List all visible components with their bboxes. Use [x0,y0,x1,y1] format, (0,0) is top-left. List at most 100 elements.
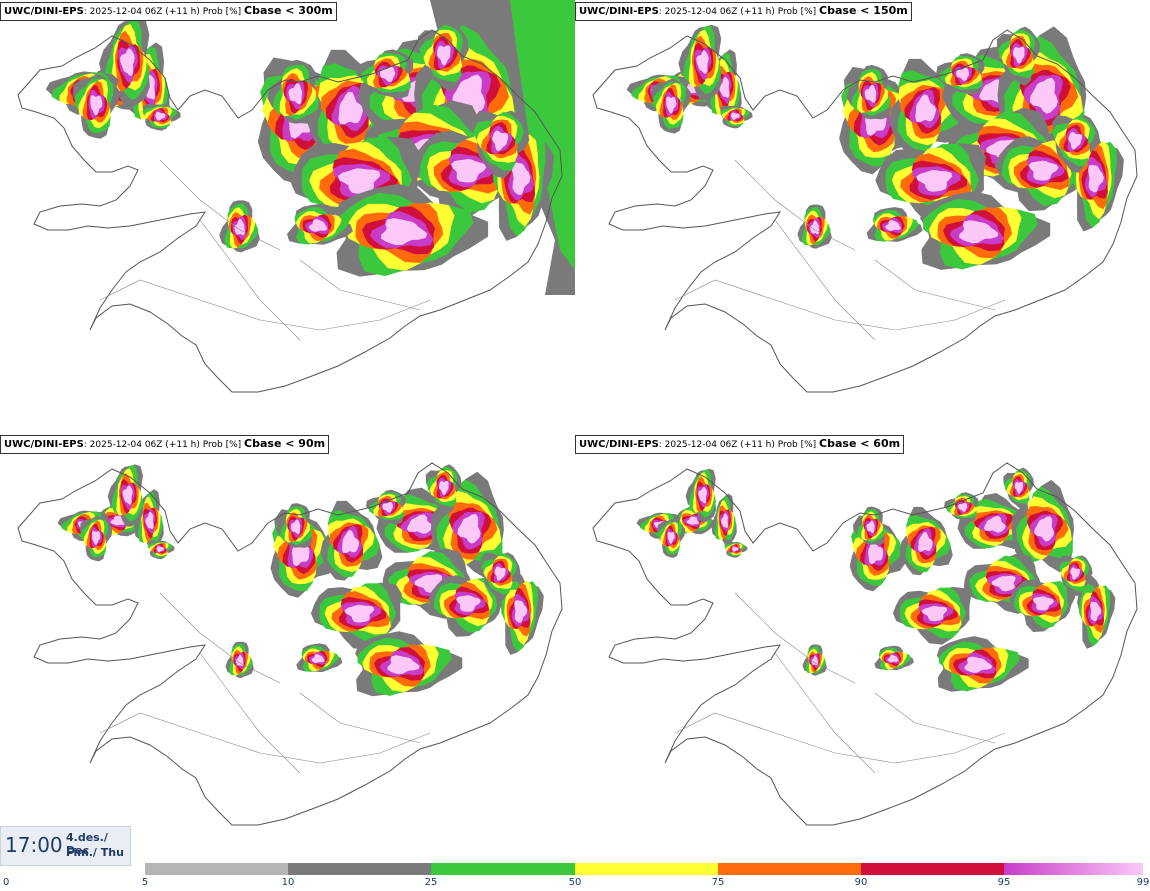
panel-title: UWC/DINI-EPS: 2025-12-04 06Z (+11 h) Pro… [575,435,905,454]
probability-contour [382,501,393,513]
map-canvas [17,0,575,393]
probability-contour [457,514,481,544]
offshore-cloud-core [510,0,575,270]
parameter-label: Cbase < 300m [244,4,333,17]
road-line [99,279,431,331]
probability-contour [341,530,359,554]
valid-time-box: 17:00 4.des./ Dec Fim./ Thu [0,826,131,866]
road-line [199,219,301,341]
valid-time-clock: 17:00 [5,833,63,857]
colorbar-tick-label: 10 [281,877,295,888]
probability-contour [915,94,936,123]
colorbar-swatch [1004,863,1143,875]
colorbar-tick-label: 50 [568,877,582,888]
probability-contour [451,159,487,183]
probability-contour [887,654,899,663]
probability-field [57,464,544,697]
probability-contour [494,566,506,581]
probability-contour [696,50,709,74]
probability-contour [956,67,970,81]
road-line [299,692,421,744]
probability-contour [145,511,154,530]
model-name: UWC/DINI-EPS [579,439,659,450]
coastline [17,462,563,826]
colorbar-swatch [718,863,861,875]
probability-contour [1013,46,1025,64]
probability-contour [1088,164,1104,193]
panel-title: UWC/DINI-EPS: 2025-12-04 06Z (+11 h) Pro… [575,2,912,21]
probability-contour [344,604,375,623]
probability-contour [1028,160,1059,181]
road-line [159,592,281,684]
valid-date-line2: Fim./ Thu [66,846,124,859]
probability-contour [719,76,730,98]
probability-contour [311,654,325,664]
road-line [674,279,1006,331]
probability-contour [387,655,420,675]
probability-contour [90,95,103,116]
map-panel-300m: UWC/DINI-EPS: 2025-12-04 06Z (+11 h) Pro… [0,0,575,430]
colorbar-swatch [431,863,575,875]
colorbar-swatch [575,863,718,875]
probability-contour [437,45,451,66]
probability-contour [983,516,1006,533]
map-canvas [592,24,1138,393]
map-panel-90m: UWC/DINI-EPS: 2025-12-04 06Z (+11 h) Pro… [0,433,575,863]
road-line [874,692,996,744]
probability-contour [514,600,528,623]
panel-title: UWC/DINI-EPS: 2025-12-04 06Z (+11 h) Pro… [0,2,337,21]
parameter-label: Cbase < 60m [819,437,901,450]
run-info: : 2025-12-04 06Z (+11 h) Prob [%] [83,440,242,450]
road-line [734,159,856,251]
probability-contour [380,66,396,83]
probability-contour [155,111,166,121]
colorbar-tick-label: 75 [711,877,725,888]
probability-contour [236,654,244,667]
valid-date-line1: 4.des./ Dec [66,831,108,857]
run-info: : 2025-12-04 06Z (+11 h) Prob [%] [658,7,817,17]
probability-contour [721,513,729,528]
colorbar-swatch [861,863,1004,875]
probability-contour [492,130,509,152]
probability-contour [885,220,901,231]
road-line [99,712,431,764]
probability-contour [667,531,675,544]
probability-contour [511,162,531,195]
probability-contour [288,83,303,104]
colorbar-swatch [145,863,288,875]
probability-contour [732,546,739,552]
probability-contour [864,85,877,103]
colorbar-tick-label: 5 [141,877,149,888]
run-info: : 2025-12-04 06Z (+11 h) Prob [%] [658,440,817,450]
map-panel-150m: UWC/DINI-EPS: 2025-12-04 06Z (+11 h) Pro… [575,0,1150,430]
panel-title: UWC/DINI-EPS: 2025-12-04 06Z (+11 h) Pro… [0,435,330,454]
probability-contour [1032,596,1054,611]
probability-contour [866,520,875,533]
probability-contour [1029,77,1058,114]
road-line [734,592,856,684]
probability-field [626,24,1124,270]
map-canvas [592,462,1138,826]
road-line [159,159,281,251]
map-canvas [17,462,563,826]
probability-contour [666,96,677,114]
probability-contour [868,540,884,565]
coastline [17,29,563,393]
probability-contour [731,112,740,120]
road-line [299,259,421,311]
probability-contour [686,516,700,525]
probability-contour [110,515,126,526]
road-line [774,219,876,341]
probability-contour [918,532,933,552]
probability-contour [1068,131,1082,150]
probability-contour [921,606,948,622]
probability-contour [406,514,433,534]
probability-contour [120,48,135,76]
probability-contour [308,219,328,232]
model-name: UWC/DINI-EPS [579,6,659,17]
model-name: UWC/DINI-EPS [4,6,84,17]
road-line [674,712,1006,764]
probability-contour [958,502,968,512]
road-line [874,259,996,311]
probability-contour [1014,481,1023,494]
